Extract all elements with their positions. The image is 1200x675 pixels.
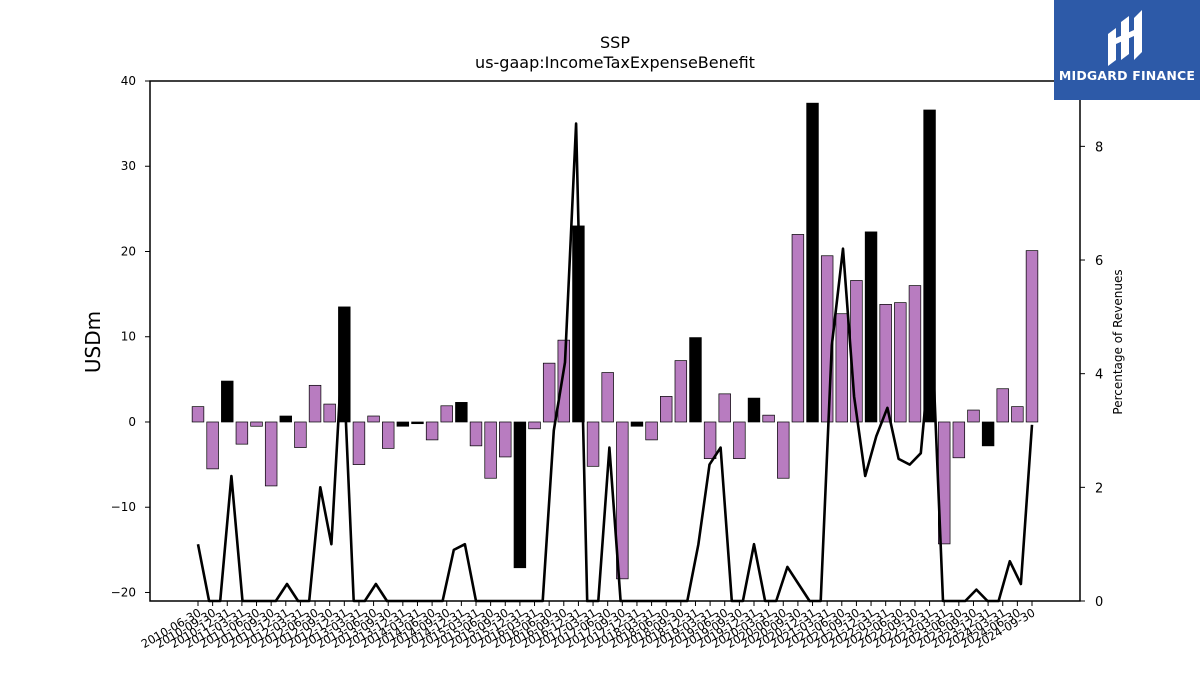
bar xyxy=(908,285,922,423)
bar xyxy=(850,280,863,423)
bar xyxy=(996,388,1009,423)
bar xyxy=(221,380,234,423)
revenue-percentage-line xyxy=(196,122,1034,603)
bar xyxy=(484,421,497,479)
midgard-finance-logo: MIDGARD FINANCE xyxy=(1054,0,1200,100)
y2-tick-label: 8 xyxy=(1095,140,1103,155)
bar xyxy=(630,421,644,427)
bar xyxy=(513,421,527,569)
bar xyxy=(864,231,878,423)
y-axis-label: USDm xyxy=(81,311,105,373)
bar xyxy=(411,421,424,425)
y-tick-label: −10 xyxy=(111,500,136,514)
bar xyxy=(645,421,658,441)
bar xyxy=(294,421,307,448)
bar xyxy=(835,313,848,423)
y2-tick-label: 0 xyxy=(1095,595,1103,610)
bar xyxy=(367,415,380,423)
bar xyxy=(279,415,292,423)
bar xyxy=(264,421,278,487)
midgard-logo-icon xyxy=(1108,10,1142,66)
y-tick-label: 20 xyxy=(121,244,136,258)
bar xyxy=(528,421,541,430)
bar xyxy=(718,393,731,423)
bar xyxy=(557,339,570,423)
bar xyxy=(703,421,717,459)
bar xyxy=(791,234,805,423)
chart-title: SSP xyxy=(600,33,630,52)
bar xyxy=(733,421,746,459)
bar xyxy=(235,421,249,445)
chart-subtitle: us-gaap:IncomeTaxExpenseBenefit xyxy=(475,53,755,72)
bar xyxy=(206,421,219,470)
bar xyxy=(323,403,336,423)
plot-frame xyxy=(149,80,1081,602)
bar xyxy=(806,102,819,423)
bar xyxy=(601,372,614,423)
y-tick-label: 30 xyxy=(121,159,136,173)
bar xyxy=(440,405,453,423)
bar xyxy=(616,421,629,580)
bar xyxy=(396,421,410,427)
bar xyxy=(352,421,366,465)
bar xyxy=(894,302,907,423)
bar xyxy=(382,421,395,449)
bar xyxy=(879,303,892,423)
y2-tick-label: 4 xyxy=(1095,368,1103,383)
bar xyxy=(747,397,761,423)
line-layer xyxy=(196,122,1034,603)
y2-tick-label: 2 xyxy=(1095,481,1103,496)
bars-layer xyxy=(191,102,1039,580)
logo-text: MIDGARD FINANCE xyxy=(1058,68,1196,83)
y-tick-label: 40 xyxy=(121,74,136,88)
bar xyxy=(967,409,980,423)
bar xyxy=(425,421,439,441)
bar xyxy=(469,421,483,447)
bar xyxy=(1025,250,1039,423)
bar xyxy=(981,421,995,447)
bar xyxy=(660,396,673,423)
bar xyxy=(191,406,205,423)
y2-axis-label: Percentage of Revenues xyxy=(1111,269,1125,414)
bar xyxy=(455,402,468,423)
y2-tick-label: 6 xyxy=(1095,254,1103,269)
bar xyxy=(762,414,775,423)
y-tick-label: 10 xyxy=(121,330,136,344)
bar xyxy=(542,362,556,423)
bar xyxy=(777,421,790,479)
bar xyxy=(952,421,966,459)
bar xyxy=(689,337,702,423)
y-tick-label: 0 xyxy=(128,415,136,429)
bar xyxy=(923,109,936,423)
bar xyxy=(586,421,600,467)
y-tick-label: −20 xyxy=(111,585,136,599)
axes-layer: −20−10010203040024682010-06-302010-09-30… xyxy=(111,74,1104,651)
bar xyxy=(250,421,263,427)
bar xyxy=(1011,406,1024,423)
bar xyxy=(308,384,322,423)
bar xyxy=(499,421,512,458)
bar xyxy=(674,360,688,423)
